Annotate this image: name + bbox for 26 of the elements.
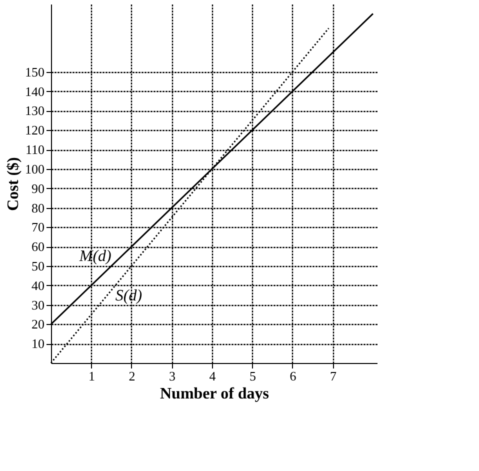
y-tick-label: 120: [25, 122, 44, 138]
y-tick-label: 60: [32, 239, 44, 254]
y-tick-label: 30: [32, 297, 44, 312]
y-tick-label: 50: [32, 258, 44, 274]
x-tick-label: 5: [249, 368, 256, 384]
x-tick-label: 3: [168, 368, 176, 384]
y-tick-label: 40: [32, 278, 44, 293]
x-tick-label: 6: [290, 368, 297, 384]
y-tick-label: 130: [25, 103, 44, 118]
y-tick-label: 20: [32, 316, 44, 332]
y-tick-label: 150: [25, 64, 44, 80]
y-tick-label: 90: [32, 180, 44, 196]
y-axis-title: Cost ($): [5, 157, 22, 211]
annotation: S(d): [115, 287, 142, 304]
x-tick-label: 1: [88, 368, 95, 384]
y-tick-label: 70: [32, 220, 44, 235]
x-tick-label: 4: [209, 368, 216, 384]
y-tick-label: 10: [32, 336, 44, 352]
x-tick-label: 2: [128, 368, 136, 384]
x-tick-label: 7: [330, 368, 337, 384]
y-tick-label: 80: [32, 200, 44, 216]
annotation: M(d): [78, 248, 112, 265]
y-tick-label: 110: [25, 142, 44, 158]
y-tick-label: 140: [25, 84, 44, 99]
y-tick-label: 100: [25, 161, 44, 176]
x-axis-title: Number of days: [160, 386, 270, 402]
